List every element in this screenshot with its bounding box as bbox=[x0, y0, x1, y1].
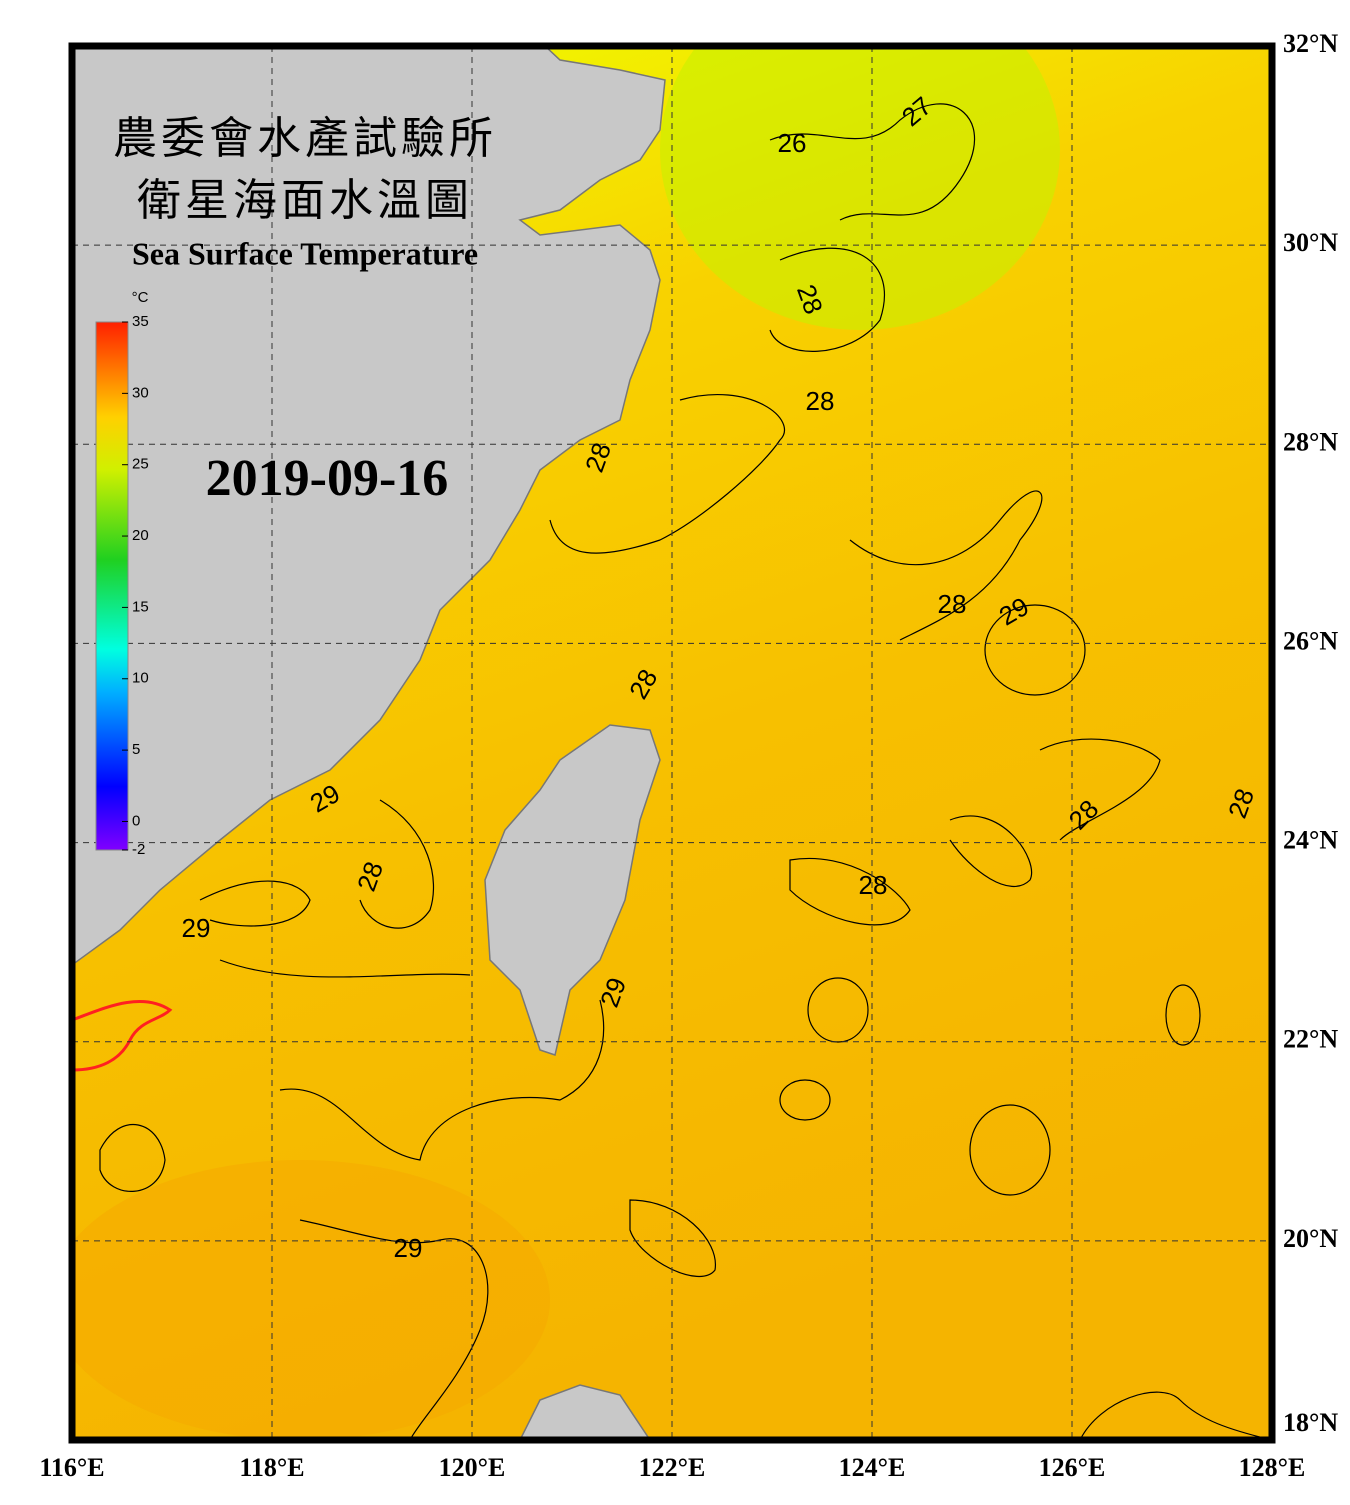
contour-label: 28 bbox=[859, 870, 888, 900]
colorbar-tick-label: 5 bbox=[132, 741, 140, 758]
land-china bbox=[72, 46, 666, 966]
lat-tick-label: 32°N bbox=[1283, 29, 1338, 58]
contour-line bbox=[199, 880, 471, 978]
contour-label: 29 bbox=[182, 913, 211, 943]
land-taiwan bbox=[484, 724, 661, 1056]
cool-water bbox=[660, 46, 1060, 330]
lon-tick-label: 126°E bbox=[1039, 1453, 1106, 1482]
contour-line bbox=[984, 604, 1086, 696]
contour-line bbox=[629, 1199, 716, 1278]
land-luzon bbox=[519, 1384, 651, 1440]
colorbar-tick-label: 35 bbox=[132, 313, 149, 330]
colorbar-tick-label: 0 bbox=[132, 812, 140, 829]
contour-label: 28 bbox=[806, 386, 835, 416]
frame bbox=[68, 42, 1276, 1444]
map-body bbox=[72, 46, 1272, 1440]
lat-tick-label: 28°N bbox=[1283, 427, 1338, 456]
contour-line bbox=[849, 490, 1043, 641]
lat-tick-label: 26°N bbox=[1283, 626, 1338, 655]
contour-line bbox=[549, 394, 786, 554]
contour-line bbox=[299, 1219, 489, 1440]
contour-30 bbox=[72, 1000, 173, 1072]
date: 2019-09-16 bbox=[206, 450, 449, 507]
colorbar-tick-label: -2 bbox=[132, 841, 145, 858]
colorbar-tick-label: 20 bbox=[132, 527, 149, 544]
contour-line bbox=[779, 1079, 831, 1121]
lat-tick-label: 20°N bbox=[1283, 1224, 1338, 1253]
graticule bbox=[72, 46, 1272, 1440]
lon-tick-label: 124°E bbox=[839, 1453, 906, 1482]
contour-label: 29 bbox=[394, 1233, 423, 1263]
lat-tick-label: 24°N bbox=[1283, 826, 1338, 855]
contour-line bbox=[279, 999, 605, 1161]
colorbar-unit: °C bbox=[132, 289, 149, 306]
contour-line bbox=[1165, 984, 1201, 1046]
lon-tick-label: 122°E bbox=[639, 1453, 706, 1482]
lon-tick-label: 116°E bbox=[39, 1453, 104, 1482]
colorbar-tick-label: 25 bbox=[132, 456, 149, 473]
contour-label: 28 bbox=[938, 589, 967, 619]
title-zh-1: 農委會水產試驗所 bbox=[113, 114, 497, 163]
contour-line bbox=[99, 1123, 166, 1192]
lat-tick-label: 18°N bbox=[1283, 1408, 1338, 1437]
contour-line bbox=[769, 103, 976, 221]
lat-tick-label: 22°N bbox=[1283, 1025, 1338, 1054]
lon-tick-label: 118°E bbox=[239, 1453, 304, 1482]
contour-line bbox=[949, 738, 1161, 887]
colorbar-tick-label: 30 bbox=[132, 384, 149, 401]
contour-line bbox=[807, 977, 869, 1043]
lat-tick-label: 30°N bbox=[1283, 228, 1338, 257]
colorbar-tick-label: 15 bbox=[132, 598, 149, 615]
warm-water bbox=[72, 1160, 550, 1440]
contour-line bbox=[1079, 1391, 1272, 1440]
colorbar-tick-label: 10 bbox=[132, 670, 149, 687]
lon-tick-label: 128°E bbox=[1239, 1453, 1306, 1482]
lon-tick-label: 120°E bbox=[439, 1453, 506, 1482]
title-zh-2: 衛星海面水溫圖 bbox=[137, 176, 473, 225]
contour-line bbox=[359, 799, 435, 929]
contour-line bbox=[769, 247, 885, 352]
contour-line bbox=[969, 1104, 1051, 1196]
title-en: Sea Surface Temperature bbox=[132, 235, 478, 271]
colorbar bbox=[95, 321, 129, 851]
contours bbox=[99, 103, 1272, 1440]
contour-label: 26 bbox=[778, 128, 807, 158]
contour-line bbox=[789, 857, 911, 926]
